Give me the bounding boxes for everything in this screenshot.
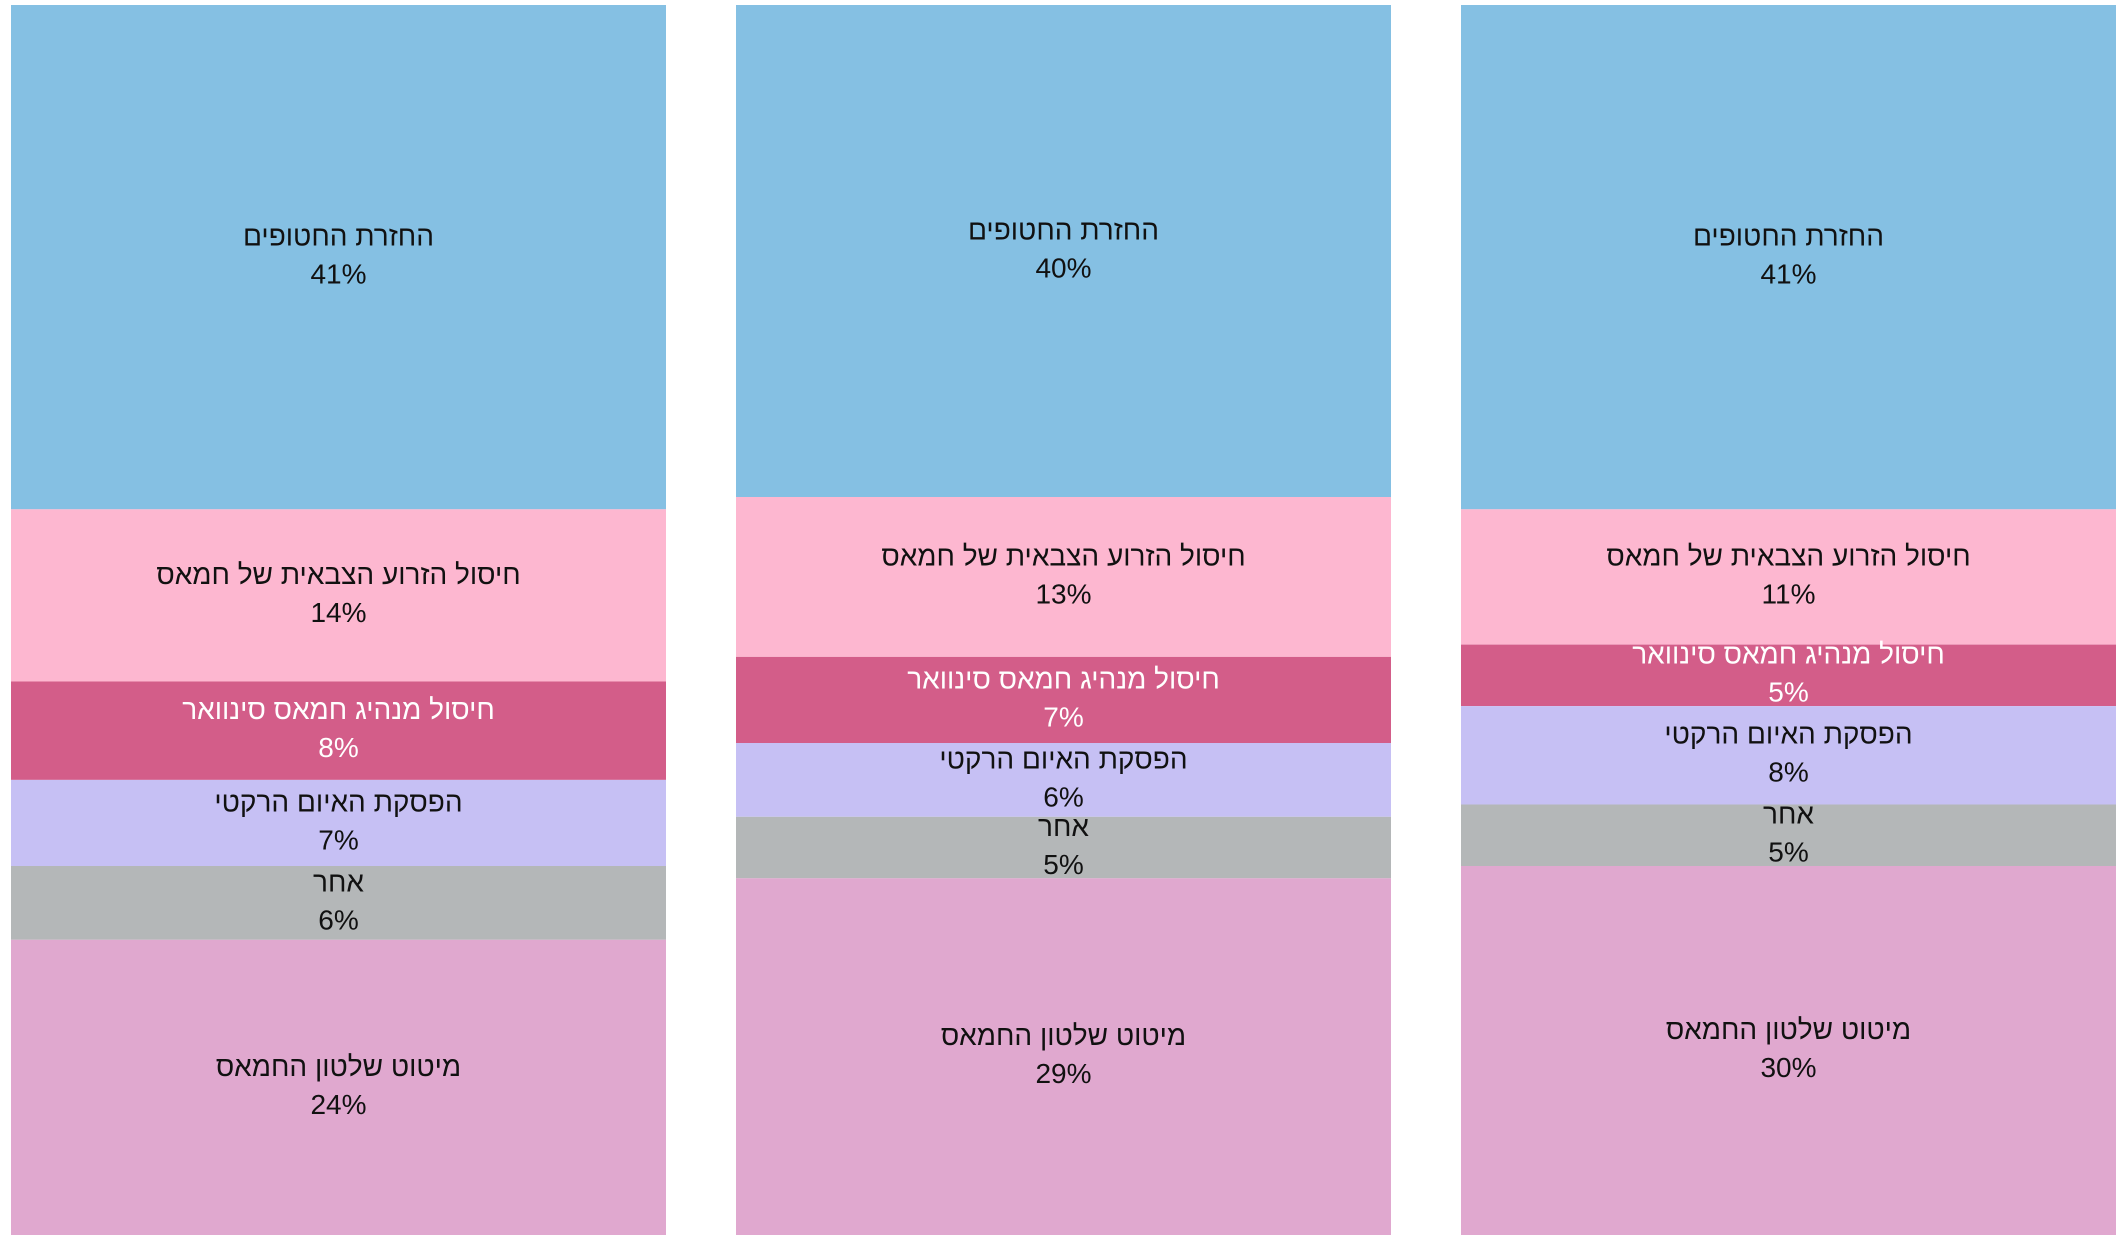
bar-segment — [11, 5, 666, 510]
value-label: 24% — [310, 1089, 366, 1120]
value-label: 5% — [1768, 837, 1808, 868]
value-label: 6% — [1043, 781, 1083, 812]
value-label: 14% — [310, 597, 366, 628]
segment-name: חיסול הזרוע הצבאית של חמאס — [156, 559, 520, 590]
bar-segment — [1461, 509, 2116, 645]
value-label: 6% — [318, 904, 358, 935]
segment-name: חיסול מנהיג חמאס סינוואר — [1632, 639, 1945, 670]
value-label: 7% — [1043, 701, 1083, 732]
value-label: 5% — [1043, 849, 1083, 880]
bar-segment — [736, 816, 1391, 879]
value-label: 8% — [1768, 757, 1808, 788]
bar-segment — [1461, 706, 2116, 805]
segment-name: הפסקת האיום הרקטי — [214, 786, 462, 817]
segment-name: החזרת החטופים — [243, 221, 434, 252]
value-label: 13% — [1035, 578, 1091, 609]
value-label: 41% — [1760, 259, 1816, 290]
segment-name: חיסול הזרוע הצבאית של חמאס — [1606, 540, 1970, 571]
bar-segment — [11, 681, 666, 780]
segment-name: מיטוט שלטון החמאס — [1666, 1014, 1911, 1045]
bar-segment — [11, 939, 666, 1235]
bar-segment — [736, 743, 1391, 817]
segment-name: מיטוט שלטון החמאס — [216, 1051, 461, 1082]
bar-segment — [1461, 5, 2116, 510]
value-label: 5% — [1768, 677, 1808, 708]
segment-name: חיסול מנהיג חמאס סינוואר — [182, 694, 495, 725]
segment-name: החזרת החטופים — [1693, 221, 1884, 252]
bar-segment — [736, 656, 1391, 743]
bar-segment — [1461, 804, 2116, 866]
segment-name: החזרת החטופים — [968, 214, 1159, 245]
value-label: 7% — [318, 824, 358, 855]
bar-segment — [736, 5, 1391, 497]
value-label: 30% — [1760, 1052, 1816, 1083]
bar-segment — [11, 779, 666, 866]
bar-segment — [11, 866, 666, 940]
segment-name: מיטוט שלטון החמאס — [941, 1020, 1186, 1051]
bar-segment — [736, 878, 1391, 1235]
value-label: 29% — [1035, 1058, 1091, 1089]
value-label: 11% — [1762, 578, 1816, 609]
bar-segment — [11, 509, 666, 682]
value-label: 41% — [310, 259, 366, 290]
segment-name: חיסול הזרוע הצבאית של חמאס — [881, 540, 1245, 571]
segment-name: הפסקת האיום הרקטי — [939, 743, 1187, 774]
bar-segment — [1461, 866, 2116, 1235]
segment-name: הפסקת האיום הרקטי — [1664, 719, 1912, 750]
bar-segment — [736, 497, 1391, 657]
value-label: 40% — [1035, 252, 1091, 283]
segment-name: אחר — [1763, 799, 1814, 830]
segment-name: חיסול מנהיג חמאס סינוואר — [907, 663, 1220, 694]
segment-name: אחר — [313, 866, 364, 897]
segment-name: אחר — [1038, 811, 1089, 842]
bar-segment — [1461, 644, 2116, 707]
value-label: 8% — [318, 732, 358, 763]
